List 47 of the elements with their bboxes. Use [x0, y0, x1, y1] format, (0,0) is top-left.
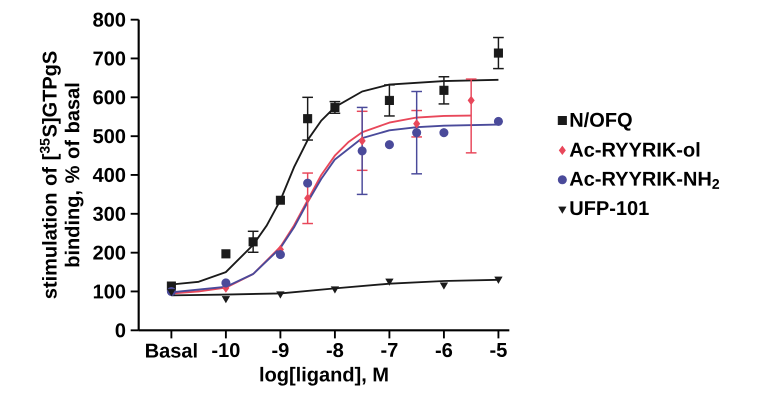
- point: [440, 282, 448, 290]
- point: [304, 194, 312, 203]
- point: [412, 128, 422, 138]
- y-tick-label: 700: [93, 51, 126, 66]
- point: [385, 278, 394, 286]
- point: [303, 178, 312, 188]
- point: [413, 119, 420, 128]
- point: [358, 146, 367, 156]
- y-tick-label: 0: [116, 323, 126, 338]
- legend-label: UFP-101: [570, 200, 649, 216]
- x-tick-label: -7: [381, 343, 398, 357]
- point: [221, 278, 230, 288]
- x-tick-label: -5: [490, 343, 507, 357]
- point: [276, 291, 284, 298]
- y-tick-label: 600: [93, 90, 126, 104]
- point: [222, 296, 230, 304]
- point: [439, 128, 448, 138]
- x-tick-label: -8: [326, 343, 344, 358]
- x-tick-label: -9: [272, 343, 289, 358]
- x-tick-label: -10: [212, 343, 240, 358]
- legend-label: N/OFQ: [570, 112, 632, 131]
- point: [330, 286, 339, 294]
- point: [468, 96, 475, 105]
- y-tick-label: 500: [93, 129, 126, 144]
- y-tick-label: 200: [93, 246, 126, 260]
- point: [221, 249, 230, 258]
- y-tick-label: 400: [92, 168, 126, 182]
- y-tick-label: 300: [93, 206, 126, 221]
- point: [303, 114, 312, 124]
- point: [384, 140, 394, 150]
- point: [439, 86, 448, 95]
- point: [276, 196, 285, 205]
- point: [494, 48, 503, 58]
- point: [276, 250, 285, 260]
- point: [494, 276, 502, 284]
- legend-label: Ac-RYYRIK-ol: [570, 142, 700, 157]
- x-tick-label: -6: [436, 343, 452, 358]
- y-tick-label: 100: [94, 284, 126, 299]
- x-tick-label: Basal: [146, 343, 197, 358]
- legend-label: Ac-RYYRIK-NH$_{2}$: [570, 172, 720, 189]
- point: [358, 136, 366, 146]
- point: [167, 289, 176, 296]
- point: [384, 96, 394, 105]
- x-axis-title: log[ligand], M: [260, 366, 388, 386]
- point: [494, 116, 503, 126]
- point: [248, 237, 258, 246]
- y-tick-label: 800: [93, 12, 126, 27]
